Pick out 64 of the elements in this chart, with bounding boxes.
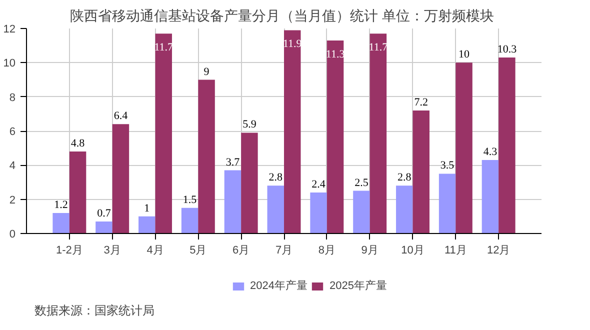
data-label: 2.8 <box>398 172 412 184</box>
bar <box>155 34 172 234</box>
bar <box>69 152 86 234</box>
bar <box>353 190 370 234</box>
x-tick-label: 11月 <box>444 244 467 256</box>
bar <box>198 80 215 234</box>
legend-label: 2024年产量 <box>250 278 308 293</box>
bar <box>456 62 472 234</box>
data-label: 0.7 <box>97 208 112 220</box>
x-tick-label: 12月 <box>486 244 510 256</box>
source-note: 数据来源：国家统计局 <box>34 304 154 318</box>
data-label: 2.8 <box>268 172 284 184</box>
bar <box>241 132 258 234</box>
bar <box>224 170 242 234</box>
bar <box>267 186 284 234</box>
data-label: 6.4 <box>114 110 128 122</box>
data-label: 4.3 <box>483 146 498 158</box>
x-tick-label: 1-2月 <box>56 244 83 256</box>
data-label: 11.7 <box>154 42 174 54</box>
bar <box>112 124 130 234</box>
y-tick-label: 2 <box>9 194 16 206</box>
y-tick-label: 8 <box>9 92 16 104</box>
bar <box>310 192 327 234</box>
data-label: 9 <box>204 66 210 78</box>
bar <box>396 186 413 234</box>
bar <box>96 222 112 234</box>
data-label: 2.5 <box>354 176 369 189</box>
bar <box>284 30 301 234</box>
data-label: 2.4 <box>312 178 326 190</box>
bar <box>412 110 430 234</box>
x-tick-label: 9月 <box>361 244 378 256</box>
data-label: 11.9 <box>282 38 302 50</box>
data-label: 3.7 <box>226 156 240 168</box>
data-label: 10 <box>458 48 470 61</box>
y-tick-label: 4 <box>9 160 16 172</box>
bar <box>438 174 456 234</box>
x-tick-label: 4月 <box>146 244 164 256</box>
data-label: 1.5 <box>182 194 198 206</box>
x-tick-label: 8月 <box>318 244 336 256</box>
data-label: 1.2 <box>54 199 68 211</box>
data-label: 3.5 <box>440 160 455 172</box>
bar <box>498 58 516 234</box>
y-tick-label: 10 <box>3 58 16 70</box>
bar <box>326 40 344 234</box>
data-label: 1 <box>144 202 150 214</box>
x-tick-label: 3月 <box>104 244 121 256</box>
legend-label: 2025年产量 <box>329 278 387 293</box>
bar <box>181 208 198 234</box>
x-tick-label: 6月 <box>232 244 250 256</box>
y-tick-label: 0 <box>9 228 16 240</box>
chart-title: 陕西省移动通信基站设备产量分月（当月值）统计 单位：万射频模块 <box>70 8 494 24</box>
bar <box>138 216 156 234</box>
x-tick-label: 5月 <box>190 244 207 256</box>
y-tick-label: 12 <box>3 24 16 36</box>
x-tick-label: 7月 <box>275 244 293 256</box>
data-label: 5.9 <box>242 118 257 131</box>
data-label: 4.8 <box>70 138 86 150</box>
bar <box>370 34 387 234</box>
bar <box>482 160 499 234</box>
x-tick-label: 10月 <box>401 244 424 256</box>
data-label: 7.2 <box>414 96 428 108</box>
bar <box>52 213 70 234</box>
y-tick-label: 6 <box>9 126 16 138</box>
data-label: 10.3 <box>497 44 518 56</box>
